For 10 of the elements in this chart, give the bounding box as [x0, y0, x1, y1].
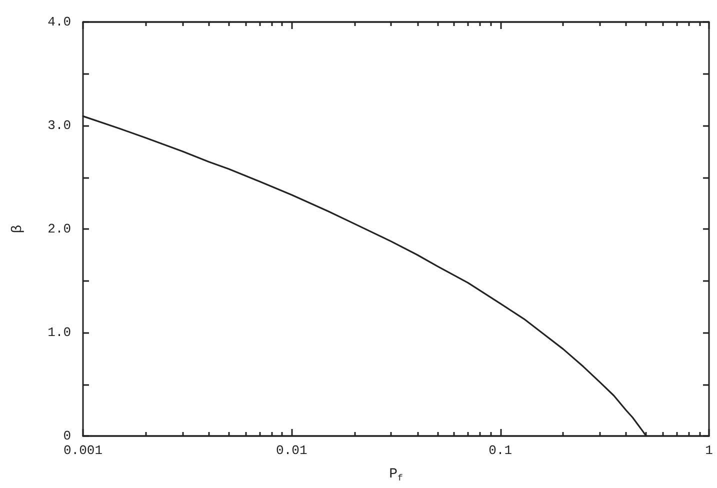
y-tick-label: 1.0 [48, 325, 71, 340]
x-tick-label: 0.01 [276, 443, 308, 458]
y-tick-label: 3.0 [48, 118, 71, 133]
y-tick-label: 0 [63, 428, 71, 444]
x-tick-label: 0.001 [63, 443, 103, 458]
x-tick-label: 0.1 [488, 443, 512, 458]
y-tick-label: 2.0 [48, 222, 71, 236]
y-axis-title: β [10, 224, 26, 234]
x-tick-label: 1 [705, 443, 714, 458]
y-tick-label: 4.0 [48, 14, 71, 30]
